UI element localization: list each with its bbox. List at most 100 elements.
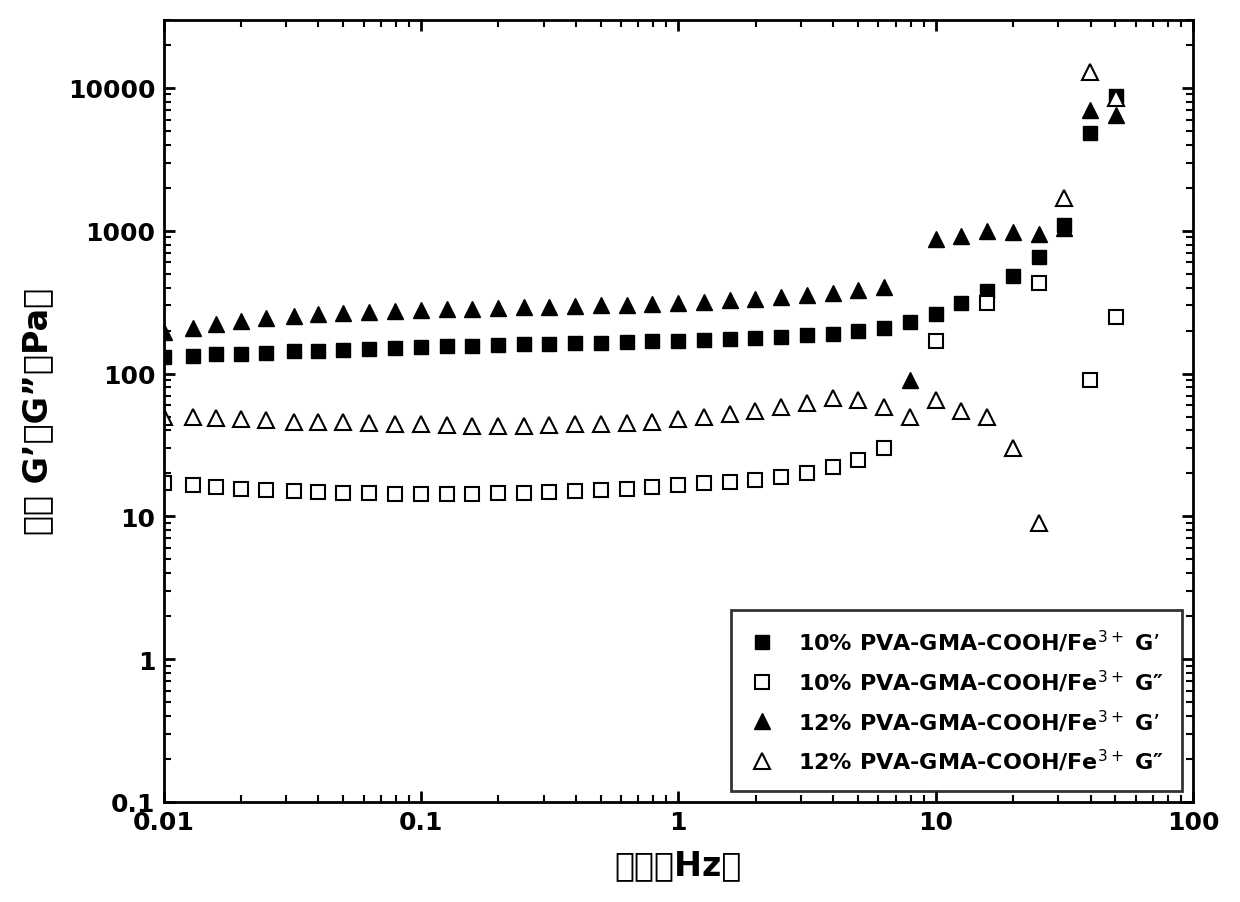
12% PVA-GMA-COOH/Fe$^{3+}$ G’ bbox=[387, 307, 402, 318]
12% PVA-GMA-COOH/Fe$^{3+}$ G″ bbox=[186, 411, 201, 422]
12% PVA-GMA-COOH/Fe$^{3+}$ G’ bbox=[877, 282, 892, 293]
12% PVA-GMA-COOH/Fe$^{3+}$ G’ bbox=[542, 302, 557, 313]
12% PVA-GMA-COOH/Fe$^{3+}$ G’ bbox=[903, 375, 918, 386]
10% PVA-GMA-COOH/Fe$^{3+}$ G’ bbox=[1032, 253, 1047, 263]
Y-axis label: 模量 G’、G”（Pa）: 模量 G’、G”（Pa） bbox=[21, 288, 53, 535]
12% PVA-GMA-COOH/Fe$^{3+}$ G″ bbox=[491, 421, 506, 432]
10% PVA-GMA-COOH/Fe$^{3+}$ G’ bbox=[825, 329, 839, 340]
10% PVA-GMA-COOH/Fe$^{3+}$ G’ bbox=[516, 340, 531, 351]
10% PVA-GMA-COOH/Fe$^{3+}$ G″ bbox=[800, 468, 815, 479]
12% PVA-GMA-COOH/Fe$^{3+}$ G’ bbox=[258, 313, 273, 324]
10% PVA-GMA-COOH/Fe$^{3+}$ G’ bbox=[877, 323, 892, 334]
10% PVA-GMA-COOH/Fe$^{3+}$ G’ bbox=[311, 345, 326, 356]
10% PVA-GMA-COOH/Fe$^{3+}$ G’ bbox=[233, 349, 248, 360]
12% PVA-GMA-COOH/Fe$^{3+}$ G″ bbox=[619, 419, 634, 429]
10% PVA-GMA-COOH/Fe$^{3+}$ G’ bbox=[156, 353, 171, 364]
12% PVA-GMA-COOH/Fe$^{3+}$ G’ bbox=[156, 327, 171, 338]
12% PVA-GMA-COOH/Fe$^{3+}$ G’ bbox=[208, 319, 223, 330]
12% PVA-GMA-COOH/Fe$^{3+}$ G’ bbox=[1109, 110, 1123, 121]
10% PVA-GMA-COOH/Fe$^{3+}$ G’ bbox=[542, 339, 557, 350]
12% PVA-GMA-COOH/Fe$^{3+}$ G″ bbox=[851, 395, 866, 406]
10% PVA-GMA-COOH/Fe$^{3+}$ G″ bbox=[491, 488, 506, 499]
12% PVA-GMA-COOH/Fe$^{3+}$ G’ bbox=[594, 300, 609, 311]
10% PVA-GMA-COOH/Fe$^{3+}$ G″ bbox=[258, 485, 273, 496]
10% PVA-GMA-COOH/Fe$^{3+}$ G’ bbox=[208, 350, 223, 361]
12% PVA-GMA-COOH/Fe$^{3+}$ G’ bbox=[1006, 227, 1021, 238]
12% PVA-GMA-COOH/Fe$^{3+}$ G’ bbox=[1032, 229, 1047, 240]
12% PVA-GMA-COOH/Fe$^{3+}$ G″ bbox=[1056, 193, 1071, 204]
10% PVA-GMA-COOH/Fe$^{3+}$ G″ bbox=[851, 455, 866, 465]
10% PVA-GMA-COOH/Fe$^{3+}$ G″ bbox=[439, 489, 454, 500]
12% PVA-GMA-COOH/Fe$^{3+}$ G″ bbox=[568, 419, 583, 430]
10% PVA-GMA-COOH/Fe$^{3+}$ G’ bbox=[645, 336, 660, 347]
10% PVA-GMA-COOH/Fe$^{3+}$ G″ bbox=[362, 488, 377, 499]
Legend: 10% PVA-GMA-COOH/Fe$^{3+}$ G’, 10% PVA-GMA-COOH/Fe$^{3+}$ G″, 12% PVA-GMA-COOH/F: 10% PVA-GMA-COOH/Fe$^{3+}$ G’, 10% PVA-G… bbox=[732, 611, 1182, 791]
10% PVA-GMA-COOH/Fe$^{3+}$ G″ bbox=[413, 489, 428, 500]
12% PVA-GMA-COOH/Fe$^{3+}$ G’ bbox=[980, 226, 994, 237]
10% PVA-GMA-COOH/Fe$^{3+}$ G’ bbox=[800, 331, 815, 342]
10% PVA-GMA-COOH/Fe$^{3+}$ G″ bbox=[594, 485, 609, 496]
10% PVA-GMA-COOH/Fe$^{3+}$ G’ bbox=[1109, 91, 1123, 102]
12% PVA-GMA-COOH/Fe$^{3+}$ G’ bbox=[671, 299, 686, 309]
12% PVA-GMA-COOH/Fe$^{3+}$ G’ bbox=[413, 306, 428, 317]
12% PVA-GMA-COOH/Fe$^{3+}$ G″ bbox=[336, 418, 351, 428]
12% PVA-GMA-COOH/Fe$^{3+}$ G″ bbox=[208, 413, 223, 424]
10% PVA-GMA-COOH/Fe$^{3+}$ G’ bbox=[286, 346, 301, 357]
12% PVA-GMA-COOH/Fe$^{3+}$ G″ bbox=[387, 419, 402, 429]
10% PVA-GMA-COOH/Fe$^{3+}$ G″ bbox=[645, 483, 660, 493]
10% PVA-GMA-COOH/Fe$^{3+}$ G’ bbox=[851, 326, 866, 336]
12% PVA-GMA-COOH/Fe$^{3+}$ G″ bbox=[1109, 94, 1123, 105]
10% PVA-GMA-COOH/Fe$^{3+}$ G’ bbox=[619, 337, 634, 348]
12% PVA-GMA-COOH/Fe$^{3+}$ G″ bbox=[542, 420, 557, 431]
12% PVA-GMA-COOH/Fe$^{3+}$ G’ bbox=[697, 297, 712, 308]
12% PVA-GMA-COOH/Fe$^{3+}$ G″ bbox=[1006, 443, 1021, 454]
12% PVA-GMA-COOH/Fe$^{3+}$ G’ bbox=[516, 302, 531, 313]
12% PVA-GMA-COOH/Fe$^{3+}$ G’ bbox=[851, 285, 866, 296]
10% PVA-GMA-COOH/Fe$^{3+}$ G’ bbox=[594, 338, 609, 349]
12% PVA-GMA-COOH/Fe$^{3+}$ G’ bbox=[233, 316, 248, 327]
12% PVA-GMA-COOH/Fe$^{3+}$ G″ bbox=[671, 414, 686, 425]
12% PVA-GMA-COOH/Fe$^{3+}$ G’ bbox=[748, 294, 763, 305]
10% PVA-GMA-COOH/Fe$^{3+}$ G″ bbox=[311, 487, 326, 498]
12% PVA-GMA-COOH/Fe$^{3+}$ G’ bbox=[286, 311, 301, 322]
Line: 12% PVA-GMA-COOH/Fe$^{3+}$ G’: 12% PVA-GMA-COOH/Fe$^{3+}$ G’ bbox=[156, 104, 1123, 388]
X-axis label: 频率（Hz）: 频率（Hz） bbox=[615, 848, 742, 881]
12% PVA-GMA-COOH/Fe$^{3+}$ G’ bbox=[722, 296, 737, 307]
10% PVA-GMA-COOH/Fe$^{3+}$ G’ bbox=[387, 343, 402, 354]
Line: 10% PVA-GMA-COOH/Fe$^{3+}$ G’: 10% PVA-GMA-COOH/Fe$^{3+}$ G’ bbox=[156, 90, 1122, 364]
10% PVA-GMA-COOH/Fe$^{3+}$ G’ bbox=[1056, 220, 1071, 231]
12% PVA-GMA-COOH/Fe$^{3+}$ G’ bbox=[491, 303, 506, 314]
10% PVA-GMA-COOH/Fe$^{3+}$ G″ bbox=[1083, 375, 1097, 386]
10% PVA-GMA-COOH/Fe$^{3+}$ G″ bbox=[748, 475, 763, 486]
10% PVA-GMA-COOH/Fe$^{3+}$ G″ bbox=[156, 478, 171, 489]
12% PVA-GMA-COOH/Fe$^{3+}$ G″ bbox=[362, 419, 377, 429]
10% PVA-GMA-COOH/Fe$^{3+}$ G″ bbox=[286, 486, 301, 497]
10% PVA-GMA-COOH/Fe$^{3+}$ G’ bbox=[362, 344, 377, 354]
12% PVA-GMA-COOH/Fe$^{3+}$ G’ bbox=[619, 300, 634, 311]
12% PVA-GMA-COOH/Fe$^{3+}$ G’ bbox=[774, 292, 789, 303]
12% PVA-GMA-COOH/Fe$^{3+}$ G″ bbox=[1083, 68, 1097, 78]
12% PVA-GMA-COOH/Fe$^{3+}$ G″ bbox=[825, 393, 839, 404]
10% PVA-GMA-COOH/Fe$^{3+}$ G’ bbox=[748, 334, 763, 345]
Line: 12% PVA-GMA-COOH/Fe$^{3+}$ G″: 12% PVA-GMA-COOH/Fe$^{3+}$ G″ bbox=[156, 65, 1123, 531]
10% PVA-GMA-COOH/Fe$^{3+}$ G″ bbox=[980, 299, 994, 309]
12% PVA-GMA-COOH/Fe$^{3+}$ G″ bbox=[877, 402, 892, 413]
10% PVA-GMA-COOH/Fe$^{3+}$ G″ bbox=[1032, 279, 1047, 290]
12% PVA-GMA-COOH/Fe$^{3+}$ G’ bbox=[825, 288, 839, 299]
10% PVA-GMA-COOH/Fe$^{3+}$ G″ bbox=[825, 463, 839, 474]
12% PVA-GMA-COOH/Fe$^{3+}$ G″ bbox=[1032, 518, 1047, 529]
10% PVA-GMA-COOH/Fe$^{3+}$ G’ bbox=[671, 336, 686, 346]
12% PVA-GMA-COOH/Fe$^{3+}$ G″ bbox=[311, 417, 326, 428]
10% PVA-GMA-COOH/Fe$^{3+}$ G’ bbox=[568, 338, 583, 349]
10% PVA-GMA-COOH/Fe$^{3+}$ G″ bbox=[671, 481, 686, 492]
12% PVA-GMA-COOH/Fe$^{3+}$ G’ bbox=[362, 308, 377, 318]
12% PVA-GMA-COOH/Fe$^{3+}$ G″ bbox=[903, 411, 918, 422]
10% PVA-GMA-COOH/Fe$^{3+}$ G″ bbox=[697, 478, 712, 489]
12% PVA-GMA-COOH/Fe$^{3+}$ G’ bbox=[336, 308, 351, 319]
12% PVA-GMA-COOH/Fe$^{3+}$ G’ bbox=[311, 309, 326, 320]
10% PVA-GMA-COOH/Fe$^{3+}$ G″ bbox=[928, 336, 942, 346]
12% PVA-GMA-COOH/Fe$^{3+}$ G″ bbox=[954, 406, 968, 417]
10% PVA-GMA-COOH/Fe$^{3+}$ G’ bbox=[774, 332, 789, 343]
10% PVA-GMA-COOH/Fe$^{3+}$ G″ bbox=[1109, 312, 1123, 323]
12% PVA-GMA-COOH/Fe$^{3+}$ G’ bbox=[1056, 223, 1071, 234]
